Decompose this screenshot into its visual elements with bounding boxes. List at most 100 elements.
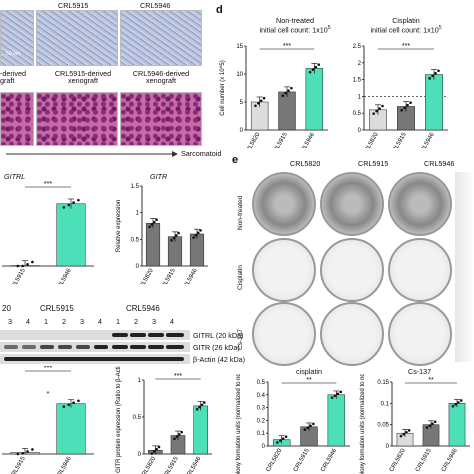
- bar: [425, 74, 443, 131]
- x-tick-label: CRL5915: [9, 455, 27, 474]
- x-tick-label: CRL5946: [55, 455, 73, 474]
- histology-crl5820: [0, 92, 34, 146]
- y-tick-label: 1: [138, 378, 142, 384]
- dish-crl5915-nontreated: [320, 172, 384, 236]
- bar: [56, 203, 86, 267]
- data-point: [150, 452, 154, 455]
- data-point: [381, 104, 384, 108]
- xeno-label-1: CRL5915-derived xenograft: [54, 69, 112, 86]
- band-label-gitrl: GITRL (20 kDa): [193, 331, 244, 340]
- data-point: [425, 426, 429, 429]
- x-tick-label: CRL5915: [415, 447, 433, 473]
- data-point: [428, 77, 431, 80]
- chart-gitr-protein: 0 0.5 1 GITR protein expression (Ratio to β…: [116, 366, 212, 474]
- blot-header-left: 20: [2, 304, 11, 313]
- x-tick-label: CRL5946: [298, 131, 316, 148]
- data-point: [157, 445, 161, 449]
- x-tick-label: CRL5946: [55, 267, 73, 284]
- data-point: [172, 236, 176, 240]
- data-point: [431, 422, 434, 426]
- bar: [193, 405, 208, 455]
- data-point: [77, 399, 80, 403]
- data-point: [62, 405, 66, 408]
- data-point: [459, 399, 463, 402]
- x-tick-label: CRL5915: [390, 131, 408, 148]
- chart-d-partial: [456, 38, 474, 148]
- lane-label: 3: [80, 317, 84, 326]
- dish-crl5946-cs137: [388, 302, 452, 366]
- data-point: [67, 403, 71, 407]
- data-point: [375, 109, 378, 113]
- data-point: [16, 264, 20, 268]
- significance-label: **: [428, 377, 434, 384]
- histology-crl5946: [120, 92, 202, 146]
- data-point: [175, 435, 179, 438]
- y-axis-label: Colony formation units (normalized to no…: [360, 374, 366, 474]
- band-label-gitr: GITR (26 kDa): [193, 343, 240, 352]
- blot-header-mid: CRL5915: [40, 304, 74, 313]
- x-tick-label: CRL5820: [266, 447, 284, 473]
- data-point: [428, 424, 432, 427]
- chart-gitr-mrna: 0 0.5 1 1.5 Relative expression CRL5820 CRL591…: [116, 184, 208, 284]
- significance-label: ***: [402, 43, 410, 50]
- dish-crl5820-nontreated: [252, 172, 316, 236]
- x-tick-label: CRL5946: [418, 131, 436, 148]
- data-point: [72, 201, 75, 204]
- data-point: [148, 225, 151, 229]
- data-point: [454, 402, 458, 406]
- significance-label: ***: [44, 366, 52, 372]
- y-tick-label: 0.5: [353, 111, 362, 117]
- data-point: [281, 437, 285, 440]
- data-point: [173, 437, 176, 441]
- data-point: [200, 403, 204, 407]
- x-tick-label: CRL5915: [162, 455, 180, 474]
- data-point: [281, 94, 285, 97]
- data-point: [400, 108, 403, 112]
- y-tick-label: 0.1: [257, 431, 266, 437]
- blot-header-right: CRL5946: [126, 304, 160, 313]
- y-tick-label: 0.5: [133, 415, 142, 421]
- data-point: [457, 401, 460, 404]
- micrograph-crl5946: [120, 10, 202, 66]
- data-point: [26, 263, 29, 266]
- data-point: [339, 390, 343, 394]
- y-axis-label: Cell number (x 10^5): [220, 60, 226, 116]
- x-tick-label: CRL5820: [389, 447, 407, 473]
- data-point: [254, 104, 257, 108]
- bar: [145, 223, 161, 267]
- y-tick-label: 0.15: [377, 380, 389, 386]
- cell-title-crl5915: CRL5915: [58, 1, 89, 10]
- cell-title-crl5946: CRL5946: [140, 1, 171, 10]
- chart-e-cs137: 0 0.05 0.1 0.15 Colony formation units (norm…: [360, 374, 470, 474]
- gitr-title: GITR: [150, 172, 168, 181]
- data-point: [287, 89, 290, 92]
- dish-crl5820-cs137: [252, 302, 316, 366]
- data-point: [77, 198, 80, 202]
- dish-crl5915-cs137: [320, 302, 384, 366]
- significance-label: **: [306, 377, 312, 384]
- data-point: [195, 407, 199, 411]
- data-point: [451, 404, 455, 408]
- data-point: [372, 112, 375, 115]
- data-point: [196, 231, 200, 235]
- data-point: [399, 434, 403, 438]
- significance-label: ***: [44, 181, 52, 188]
- row-label-cisplatin: Cisplatin: [237, 265, 244, 290]
- lane-label: 4: [98, 317, 102, 326]
- row-label-cs137: Cs-137: [237, 329, 244, 350]
- data-point: [262, 96, 266, 100]
- significance-label: ***: [174, 373, 182, 380]
- data-point: [198, 405, 201, 409]
- data-point: [180, 430, 183, 434]
- x-tick-label: CRL5946: [185, 455, 203, 474]
- y-tick-label: 0.4: [257, 393, 266, 399]
- gitrl-title: GITRL: [4, 172, 26, 181]
- y-tick-label: 0.5: [257, 380, 266, 386]
- y-tick-label: 0: [240, 128, 244, 134]
- x-tick-label: CRL5946: [181, 267, 199, 284]
- y-tick-label: 10: [236, 72, 243, 78]
- data-point: [314, 65, 318, 69]
- lane-label: 4: [26, 317, 30, 326]
- lane-label: 3: [152, 317, 156, 326]
- y-tick-label: 1: [358, 94, 362, 100]
